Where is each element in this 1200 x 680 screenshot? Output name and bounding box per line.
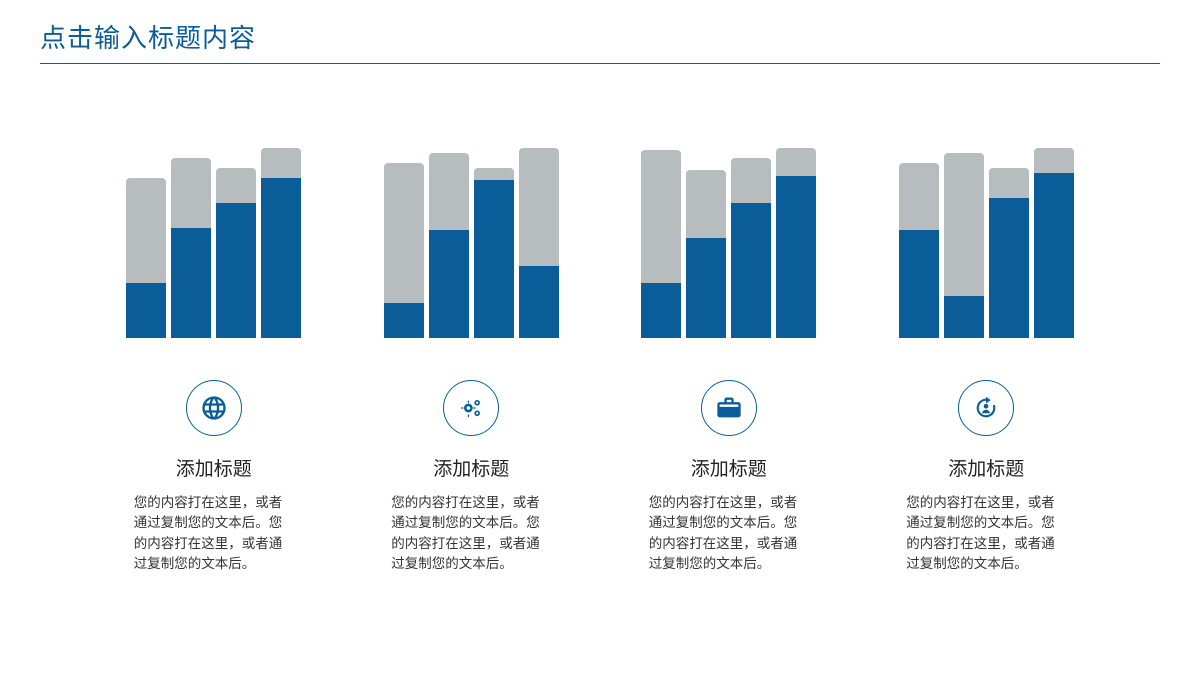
bar (261, 148, 301, 338)
column-4: 添加标题 您的内容打在这里，或者通过复制您的文本后。您的内容打在这里，或者通过复… (883, 148, 1091, 574)
bar (899, 163, 939, 338)
bar (686, 170, 726, 338)
content-row: 添加标题 您的内容打在这里，或者通过复制您的文本后。您的内容打在这里，或者通过复… (0, 70, 1200, 574)
bar-fill (171, 228, 211, 338)
bar (989, 168, 1029, 338)
bar-fill (731, 203, 771, 338)
bar (474, 168, 514, 338)
body-3: 您的内容打在这里，或者通过复制您的文本后。您的内容打在这里，或者通过复制您的文本… (649, 493, 809, 574)
bar-fill (944, 296, 984, 338)
bar (519, 148, 559, 338)
subtitle-3: 添加标题 (691, 454, 767, 481)
bar-fill (261, 178, 301, 338)
chart-1 (110, 148, 318, 338)
body-2: 您的内容打在这里，或者通过复制您的文本后。您的内容打在这里，或者通过复制您的文本… (391, 493, 551, 574)
bar-fill (126, 283, 166, 338)
subtitle-4: 添加标题 (948, 454, 1024, 481)
bar-fill (429, 230, 469, 338)
bar-fill (776, 176, 816, 338)
chart-4 (883, 148, 1091, 338)
header: 点击输入标题内容 (0, 0, 1200, 70)
globe-icon (186, 380, 242, 436)
bar-fill (474, 180, 514, 338)
bar (384, 163, 424, 338)
briefcase-icon (701, 380, 757, 436)
bar-fill (641, 283, 681, 338)
bar-fill (384, 303, 424, 338)
refresh-person-icon (958, 380, 1014, 436)
bar-fill (899, 230, 939, 338)
chart-2 (368, 148, 576, 338)
bar (171, 158, 211, 338)
subtitle-2: 添加标题 (433, 454, 509, 481)
gears-icon (443, 380, 499, 436)
bar (944, 153, 984, 338)
bar-fill (216, 203, 256, 338)
bar (429, 153, 469, 338)
column-1: 添加标题 您的内容打在这里，或者通过复制您的文本后。您的内容打在这里，或者通过复… (110, 148, 318, 574)
page-title: 点击输入标题内容 (40, 18, 1160, 55)
bar (1034, 148, 1074, 338)
subtitle-1: 添加标题 (176, 454, 252, 481)
body-4: 您的内容打在这里，或者通过复制您的文本后。您的内容打在这里，或者通过复制您的文本… (906, 493, 1066, 574)
bar-fill (686, 238, 726, 338)
column-2: 添加标题 您的内容打在这里，或者通过复制您的文本后。您的内容打在这里，或者通过复… (368, 148, 576, 574)
column-3: 添加标题 您的内容打在这里，或者通过复制您的文本后。您的内容打在这里，或者通过复… (625, 148, 833, 574)
bar (641, 150, 681, 338)
bar-fill (989, 198, 1029, 338)
bar-fill (1034, 173, 1074, 338)
chart-3 (625, 148, 833, 338)
body-1: 您的内容打在这里，或者通过复制您的文本后。您的内容打在这里，或者通过复制您的文本… (134, 493, 294, 574)
bar-fill (519, 266, 559, 338)
bar (126, 178, 166, 338)
bar (776, 148, 816, 338)
bar (216, 168, 256, 338)
bar (731, 158, 771, 338)
header-divider (40, 63, 1160, 64)
